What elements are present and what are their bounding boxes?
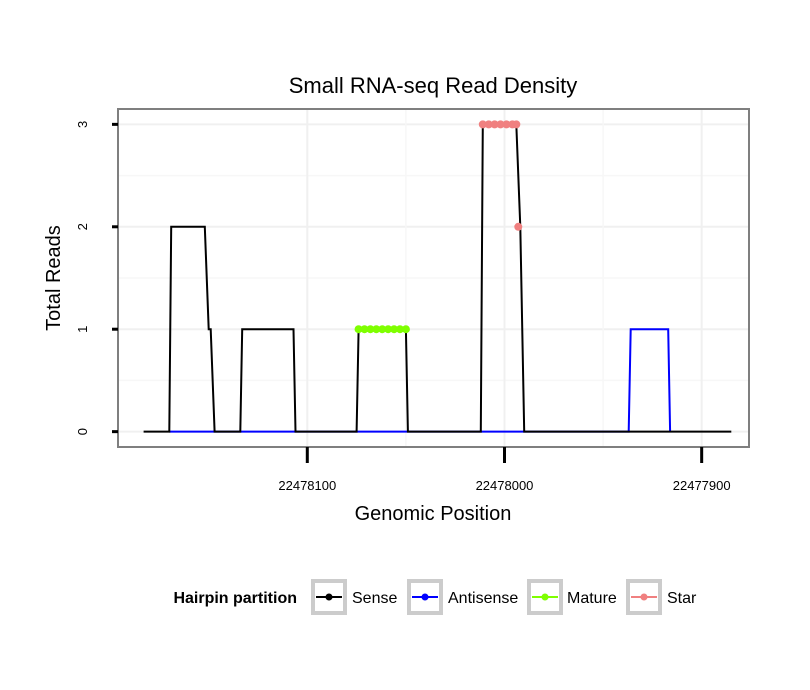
legend: Hairpin partition Sense Antisense Mature St… (173, 579, 697, 615)
legend-label: Mature (567, 590, 617, 607)
legend-title: Hairpin partition (173, 590, 297, 607)
data-point-mature (366, 325, 375, 334)
data-point-mature (372, 325, 381, 334)
data-point-mature (354, 325, 363, 334)
data-point-star (502, 120, 511, 129)
legend-key-point (421, 593, 429, 601)
data-point-mature (360, 325, 369, 334)
data-point-mature (395, 325, 404, 334)
legend-label: Star (667, 590, 697, 607)
axes-layer: 0 1 2 3 22478100 22478000 22477900 (75, 121, 731, 493)
chart-title: Small RNA-seq Read Density (289, 73, 578, 98)
legend-item-antisense: Antisense (407, 579, 518, 615)
y-tick-label: 1 (75, 326, 90, 333)
legend-key-point (640, 593, 648, 601)
x-tick-label: 22478000 (476, 478, 534, 493)
x-axis-label: Genomic Position (355, 503, 512, 525)
data-point-star (512, 120, 521, 129)
legend-label: Antisense (448, 590, 518, 607)
data-point-mature (390, 325, 399, 334)
legend-key-point (541, 593, 549, 601)
data-point-mature (401, 325, 410, 334)
y-tick-label: 3 (75, 121, 90, 128)
data-point-mature (384, 325, 393, 334)
x-tick-label: 22477900 (673, 478, 731, 493)
data-point-star (484, 120, 493, 129)
data-point-star (478, 120, 487, 129)
legend-item-star: Star (626, 579, 697, 615)
y-axis-label: Total Reads (43, 225, 65, 331)
y-tick-label: 2 (75, 223, 90, 230)
legend-items: Sense Antisense Mature Star (311, 579, 697, 615)
y-tick-label: 0 (75, 428, 90, 435)
marker-layer (354, 120, 523, 334)
data-point-star (496, 120, 505, 129)
plot-panel-border (117, 108, 750, 448)
x-tick-label: 22478100 (278, 478, 336, 493)
legend-key-point (325, 593, 333, 601)
data-point-star (514, 222, 523, 231)
legend-label: Sense (352, 590, 397, 607)
legend-item-sense: Sense (311, 579, 397, 615)
grid-lines (118, 109, 749, 447)
data-point-mature (378, 325, 387, 334)
legend-item-mature: Mature (527, 579, 617, 615)
data-point-star (490, 120, 499, 129)
